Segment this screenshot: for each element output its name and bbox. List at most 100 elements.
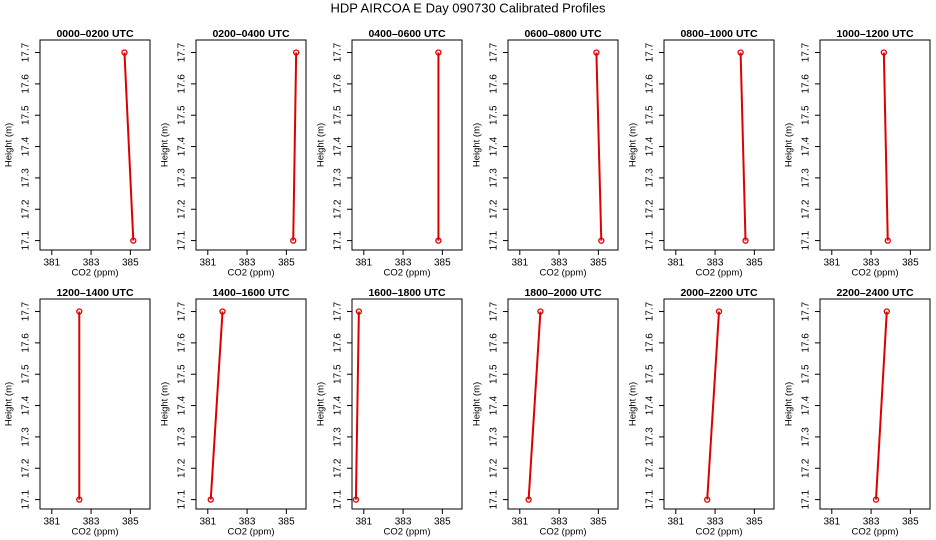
y-axis-label: Height (m) [4, 382, 15, 426]
x-tick-label: 385 [590, 258, 607, 269]
x-tick-label: 383 [863, 258, 880, 269]
plot-frame [351, 298, 463, 510]
y-tick-label: 17.2 [21, 199, 32, 219]
point-marker [435, 237, 442, 244]
y-tick-label: 17.3 [489, 427, 500, 447]
y-tick-label: 17.7 [801, 301, 812, 321]
y-tick-label: 17.4 [333, 136, 344, 156]
y-tick-label: 17.1 [333, 489, 344, 509]
y-tick-label: 17.3 [489, 168, 500, 188]
y-tick-label: 17.6 [801, 74, 812, 94]
point-marker [715, 308, 723, 315]
x-axis-label: CO2 (ppm) [852, 268, 899, 279]
point-marker [880, 49, 887, 56]
y-tick-label: 17.3 [21, 168, 32, 188]
plot-frame [819, 298, 931, 510]
y-tick-label: 17.4 [177, 136, 188, 156]
x-tick-label: 381 [43, 517, 60, 528]
plot-frame [39, 298, 151, 510]
y-tick-label: 17.2 [489, 458, 500, 478]
panel-title: 0400–0600 UTC [368, 28, 445, 40]
point-marker [737, 49, 744, 56]
y-tick-label: 17.4 [645, 395, 656, 415]
y-tick-label: 17.3 [645, 168, 656, 188]
y-tick-label: 17.5 [21, 364, 32, 384]
y-axis-label: Height (m) [784, 382, 795, 426]
point-marker [130, 237, 137, 244]
y-tick-label: 17.2 [801, 458, 812, 478]
y-tick-label: 17.5 [489, 105, 500, 125]
y-tick-label: 17.7 [333, 42, 344, 62]
x-axis-label: CO2 (ppm) [72, 527, 119, 538]
y-axis-label: Height (m) [784, 123, 795, 167]
y-axis-label: Height (m) [628, 123, 639, 167]
point-marker [598, 237, 605, 244]
x-tick-label: 383 [863, 517, 880, 528]
x-tick-label: 381 [43, 258, 60, 269]
y-tick-label: 17.5 [177, 105, 188, 125]
plot-frame [663, 298, 775, 510]
x-axis-label: CO2 (ppm) [384, 527, 431, 538]
panel-title: 0000–0200 UTC [56, 28, 133, 40]
panel-title: 1000–1200 UTC [836, 28, 913, 40]
y-tick-label: 17.6 [177, 74, 188, 94]
y-tick-label: 17.6 [645, 333, 656, 353]
y-tick-label: 17.4 [645, 136, 656, 156]
y-tick-label: 17.5 [489, 364, 500, 384]
y-tick-label: 17.5 [801, 364, 812, 384]
x-tick-label: 383 [239, 517, 256, 528]
profile-line [292, 52, 298, 241]
y-axis-label: Height (m) [472, 123, 483, 167]
x-tick-label: 381 [199, 258, 216, 269]
y-tick-label: 17.5 [21, 105, 32, 125]
x-axis-label: CO2 (ppm) [228, 268, 275, 279]
y-tick-label: 17.6 [645, 74, 656, 94]
x-tick-label: 385 [434, 517, 451, 528]
y-tick-label: 17.3 [801, 168, 812, 188]
x-tick-label: 381 [199, 517, 216, 528]
y-tick-label: 17.4 [21, 395, 32, 415]
y-tick-label: 17.5 [645, 364, 656, 384]
x-tick-label: 383 [707, 517, 724, 528]
x-tick-label: 383 [551, 258, 568, 269]
plot-frame [663, 39, 775, 251]
panel-title: 1600–1800 UTC [368, 287, 445, 299]
plot-frame [507, 298, 619, 510]
x-axis-label: CO2 (ppm) [72, 268, 119, 279]
y-tick-label: 17.7 [21, 301, 32, 321]
y-tick-label: 17.6 [801, 333, 812, 353]
x-tick-label: 385 [122, 258, 139, 269]
panel-title: 0600–0800 UTC [524, 28, 601, 40]
y-tick-label: 17.6 [333, 333, 344, 353]
panel-title: 0800–1000 UTC [680, 28, 757, 40]
y-tick-label: 17.7 [801, 42, 812, 62]
y-tick-label: 17.3 [801, 427, 812, 447]
profile-line [739, 52, 747, 241]
y-tick-label: 17.1 [21, 230, 32, 250]
x-axis-label: CO2 (ppm) [540, 268, 587, 279]
y-axis-label: Height (m) [628, 382, 639, 426]
x-tick-label: 385 [278, 517, 295, 528]
point-marker [742, 237, 749, 244]
point-marker [593, 49, 600, 56]
y-tick-label: 17.1 [489, 230, 500, 250]
x-tick-label: 385 [434, 258, 451, 269]
y-tick-label: 17.1 [645, 230, 656, 250]
x-tick-label: 381 [511, 258, 528, 269]
x-axis-label: CO2 (ppm) [228, 527, 275, 538]
panel-title: 2200–2400 UTC [836, 287, 913, 299]
y-tick-label: 17.3 [333, 427, 344, 447]
plot-frame [195, 298, 307, 510]
y-axis-label: Height (m) [160, 123, 171, 167]
y-tick-label: 17.1 [333, 230, 344, 250]
plot-frame [195, 39, 307, 251]
y-tick-label: 17.5 [333, 105, 344, 125]
profile-line [123, 52, 135, 241]
point-marker [435, 49, 442, 56]
profile-line [874, 311, 888, 500]
profile-line [706, 311, 720, 500]
panel-title: 1800–2000 UTC [524, 287, 601, 299]
x-tick-label: 381 [355, 258, 372, 269]
point-marker [884, 237, 891, 244]
